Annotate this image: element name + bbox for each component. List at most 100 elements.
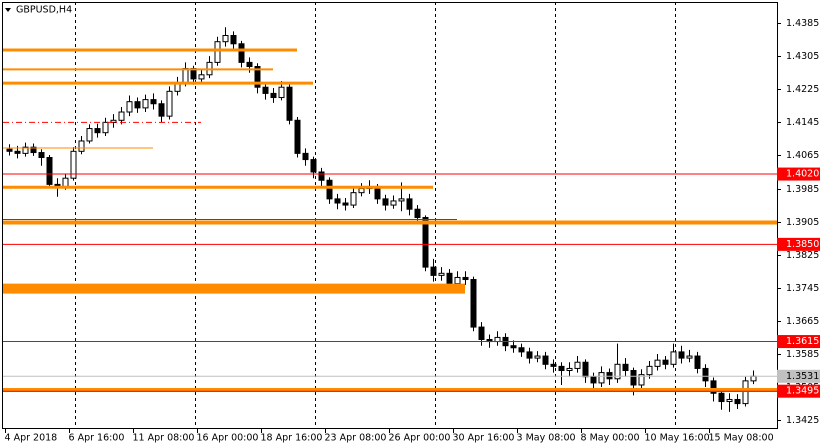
y-tick-label: 1.3585 [786,349,819,360]
price-tag-label: 1.4020 [786,169,819,180]
candle-body [182,68,189,84]
y-tick-label: 1.4225 [786,84,819,95]
candle-body [238,43,245,63]
x-tick-label: 23 Apr 08:00 [325,433,387,444]
candle-body [150,99,157,105]
x-tick-label: 15 May 08:00 [709,433,774,444]
candle-body [86,128,93,142]
price-tag [777,384,820,398]
candle-body [342,202,349,206]
candle-body [110,119,117,123]
x-tick-label: 3 May 08:00 [517,433,576,444]
candle-body [214,41,221,63]
candle-body [670,351,677,365]
candle-body [38,152,45,159]
candle-body [606,372,613,380]
candle-body [222,35,229,43]
candle-body [398,198,405,202]
y-tick-label: 1.3665 [786,316,819,327]
candle-body [302,152,309,161]
candle-body [318,171,325,181]
candle-body [14,150,21,154]
chart-title: GBPUSD,H4 [16,5,72,16]
candle-body [558,365,565,372]
candle-body [662,359,669,365]
candle-body [6,148,13,152]
y-tick-label: 1.3745 [786,283,819,294]
price-tag [777,237,820,251]
x-tick-label: 11 Apr 08:00 [133,433,195,444]
candle-body [614,363,621,380]
candle-body [294,119,301,154]
x-tick-label: 30 Apr 16:00 [453,433,515,444]
candle-body [734,398,741,405]
x-tick-label: 6 Apr 16:00 [69,433,125,444]
candle-body [478,326,485,340]
candle-body [102,121,109,134]
candle-body [134,101,141,109]
candle-body [406,198,413,210]
candle-body [454,276,461,285]
candle-body [742,380,749,405]
candle-body [534,355,541,359]
candle-body [46,157,53,185]
y-tick-label: 1.3425 [786,415,819,426]
candle-body [638,374,645,386]
candle-body [686,355,693,359]
candle-body [582,361,589,378]
candle-body [22,146,29,154]
candle-body [142,99,149,109]
price-tag-label: 1.3531 [786,371,819,382]
candle-body [510,345,517,349]
price-tag-label: 1.3615 [786,336,819,347]
candle-body [358,188,365,194]
candle-body [382,198,389,206]
y-tick-label: 1.3905 [786,217,819,228]
candle-body [286,86,293,121]
candle-body [702,367,709,382]
x-tick-label: 4 Apr 2018 [5,433,58,444]
candle-body [310,159,317,173]
candle-body [94,128,101,134]
y-tick-label: 1.4385 [786,18,819,29]
price-tag [777,335,820,349]
candle-body [246,61,253,68]
candle-body [542,355,549,365]
candle-body [598,372,605,384]
x-tick-label: 18 Apr 16:00 [261,433,323,444]
x-tick-label: 16 Apr 00:00 [197,433,259,444]
candle-body [166,90,173,117]
x-tick-label: 8 May 00:00 [581,433,640,444]
candle-body [494,336,501,343]
candle-body [78,140,85,152]
candle-body [590,376,597,384]
candle-body [462,276,469,281]
candle-body [574,361,581,369]
candle-body [550,363,557,367]
candle-body [710,380,717,394]
candle-body [470,279,477,328]
candle-body [334,198,341,204]
candle-body [414,208,421,218]
candle-body [718,392,725,403]
candle-body [646,365,653,376]
candle-body [70,150,77,179]
price-tag [777,167,820,181]
candle-body [566,367,573,372]
candle-body [230,35,237,45]
candle-body [62,177,69,187]
candle-body [326,179,333,200]
candle-body [622,363,629,372]
candle-body [430,266,437,276]
candle-body [118,111,125,121]
y-tick-label: 1.3985 [786,184,819,195]
candle-body [750,375,757,382]
symbol-menu-arrow[interactable] [5,8,11,12]
candle-body [422,216,429,268]
price-tag-label: 1.3850 [786,239,819,250]
candle-body [126,101,133,113]
candle-body [526,351,533,359]
candle-body [446,272,453,285]
candle-body [278,86,285,99]
